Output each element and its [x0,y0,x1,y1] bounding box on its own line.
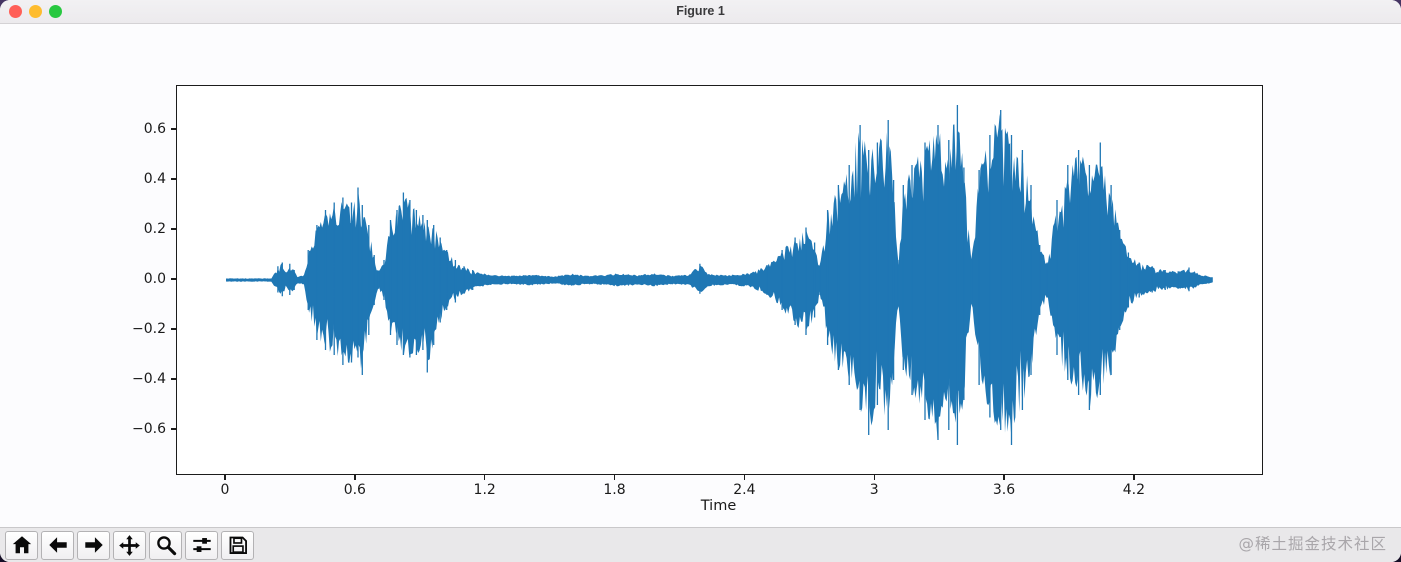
traffic-lights [9,5,62,18]
x-tick-mark [1133,475,1135,480]
y-tick-mark [171,128,176,130]
sliders-icon [192,538,211,552]
pan-move-icon [119,534,140,556]
x-tick-label: 2.4 [733,482,756,498]
window-title: Figure 1 [676,4,725,18]
y-tick-mark [171,228,176,230]
waveform-peaks [277,105,1190,445]
forward-button[interactable] [77,530,110,560]
zoom-window-button[interactable] [49,5,62,18]
home-button[interactable] [5,530,38,560]
y-tick-label: 0.2 [143,221,166,237]
y-tick-mark [171,428,176,430]
back-button[interactable] [41,530,74,560]
x-tick-mark [354,475,356,480]
waveform-body [226,113,1213,441]
forward-arrow-icon [84,537,103,553]
titlebar: Figure 1 [0,0,1401,24]
watermark: @稀土掘金技术社区 [1238,535,1387,553]
x-tick-label: 0 [220,482,230,498]
pan-button[interactable] [113,530,146,560]
x-tick-mark [743,475,746,480]
y-tick-label: 0.4 [143,171,166,187]
x-tick-label: 0.6 [343,482,366,498]
x-tick-label: 1.2 [473,482,496,498]
x-tick-label: 3 [869,482,879,498]
x-tick-mark [484,475,486,480]
figure-canvas[interactable]: Time 0 0.6 1.2 1.8 2.4 3 3.6 4.2 0.6 0.4 0.2 0.0 −0.… [0,24,1401,527]
y-tick-mark [171,178,176,180]
home-icon [12,536,31,554]
y-tick-mark [171,378,176,380]
x-tick-mark [224,475,226,480]
x-tick-label: 3.6 [992,482,1016,498]
minimize-button[interactable] [29,5,42,18]
floppy-save-icon [229,536,247,554]
navigation-toolbar: @稀土掘金技术社区 [0,527,1401,562]
zoom-rect-button[interactable] [149,530,182,560]
y-tick-mark [171,328,176,330]
y-tick-label: −0.6 [132,421,166,437]
x-axis-label: Time [700,498,737,514]
y-tick-label: 0.6 [143,121,166,137]
close-button[interactable] [9,5,22,18]
x-tick-label: 1.8 [603,482,626,498]
magnifier-icon [156,536,176,556]
save-button[interactable] [221,530,254,560]
y-tick-label: 0.0 [143,271,166,287]
y-tick-mark [171,278,176,280]
plot-area[interactable] [176,85,1263,475]
back-arrow-icon [48,537,67,553]
y-tick-label: −0.2 [132,321,166,337]
x-tick-mark [613,475,616,480]
x-tick-label: 4.2 [1122,482,1145,498]
x-tick-mark [1003,475,1005,480]
configure-subplots-button[interactable] [185,530,218,560]
waveform-plot [226,105,1213,445]
y-tick-label: −0.4 [132,371,166,387]
x-tick-mark [873,475,875,480]
